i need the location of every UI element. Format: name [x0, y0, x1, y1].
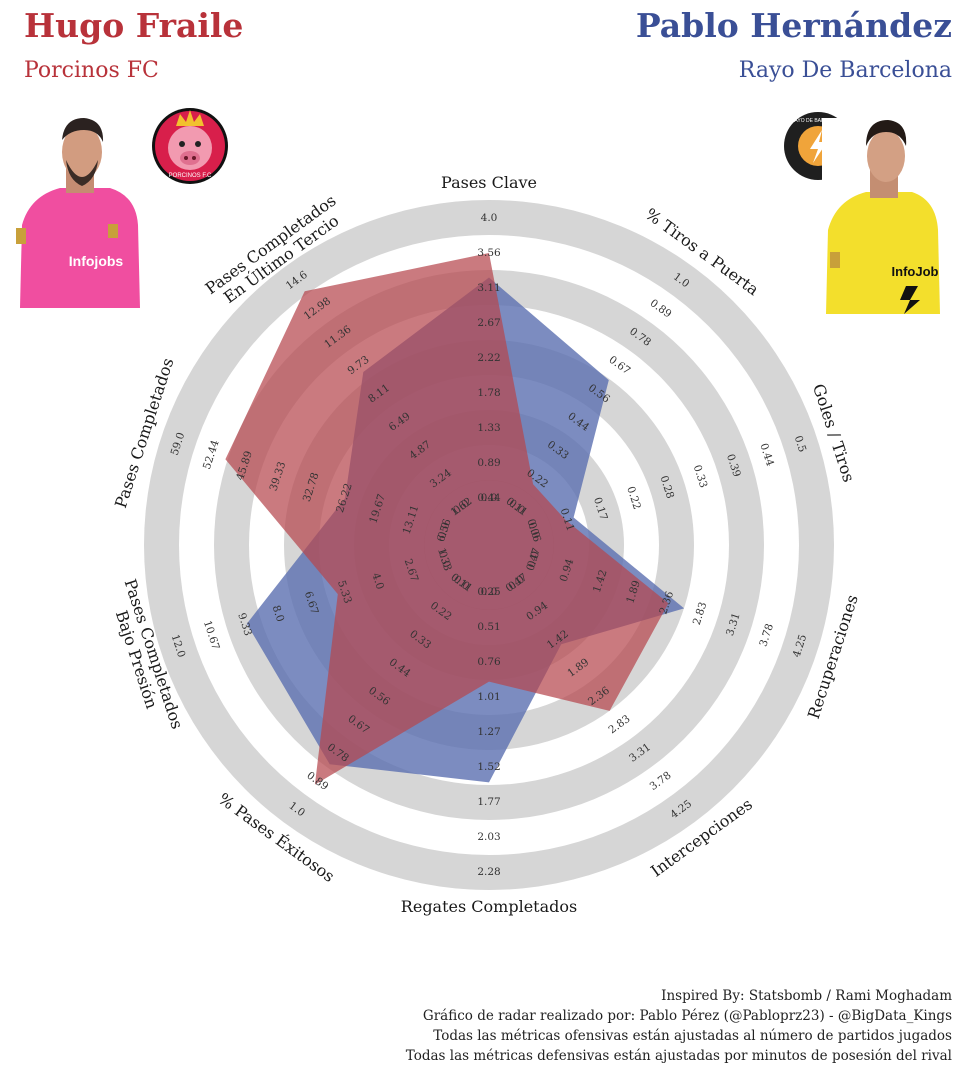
tick-label: 1.27	[477, 726, 500, 738]
tick-label: 0.0	[481, 586, 498, 598]
player2-photo: InfoJob	[822, 118, 940, 314]
player1-name: Hugo Fraile	[24, 6, 244, 45]
tick-label: 0.0	[436, 550, 453, 570]
player1-photo: Infojobs	[14, 118, 140, 308]
tick-label: 2.28	[477, 866, 500, 878]
player1-team: Porcinos FC	[24, 58, 159, 83]
tick-label: 2.22	[477, 352, 500, 364]
footer-note-offensive: Todas las métricas ofensivas están ajust…	[433, 1028, 952, 1044]
player2-name: Pablo Hernández	[635, 6, 952, 45]
tick-label: 2.67	[477, 317, 500, 329]
tick-label: 0.0	[525, 521, 542, 541]
footer-credit: Inspired By: Statsbomb / Rami Moghadam	[661, 988, 952, 1004]
porcinos-crest-text: PORCINOS F.C	[169, 173, 212, 179]
player2-team: Rayo De Barcelona	[738, 58, 952, 83]
radar-series	[225, 253, 685, 785]
footer-note-defensive: Todas las métricas defensivas están ajus…	[405, 1048, 952, 1064]
tick-label: 0.5	[792, 434, 809, 454]
tick-label: 0.44	[477, 492, 501, 504]
tick-label: 0.0	[481, 492, 498, 504]
tick-label: 1.77	[477, 796, 500, 808]
tick-label: 4.0	[369, 571, 386, 591]
tick-label: 4.0	[481, 212, 498, 224]
tick-label: 0.25	[477, 586, 500, 598]
tick-label: 8.0	[270, 604, 287, 624]
axis-label: Pases Clave	[441, 173, 537, 192]
series-polygon-hugo-fraile	[225, 253, 669, 785]
tick-label: 1.78	[477, 387, 500, 399]
tick-label: 1.52	[477, 761, 500, 773]
tick-label: 1.33	[477, 422, 500, 434]
tick-label: 0.0	[525, 550, 542, 570]
footer-notes: Inspired By: Statsbomb / Rami Moghadam G…	[406, 986, 952, 1066]
player2-shirt-text: InfoJob	[892, 264, 939, 279]
porcinos-crest-icon: PORCINOS F.C	[152, 108, 228, 184]
tick-label: 2.03	[477, 831, 500, 843]
rayo-crest-text: RAYO DE BARCELONA	[791, 118, 846, 124]
tick-label: 3.11	[477, 282, 500, 294]
footer-author: Gráfico de radar realizado por: Pablo Pé…	[422, 1008, 952, 1024]
tick-label: 0.0	[436, 521, 453, 541]
tick-label: 0.76	[477, 656, 501, 668]
tick-label: 0.51	[477, 621, 500, 633]
player1-shirt-text: Infojobs	[69, 253, 124, 269]
tick-label: 1.01	[477, 691, 500, 703]
tick-label: 0.89	[477, 457, 500, 469]
axis-label: Regates Completados	[401, 897, 577, 916]
tick-label: 3.56	[477, 247, 501, 259]
